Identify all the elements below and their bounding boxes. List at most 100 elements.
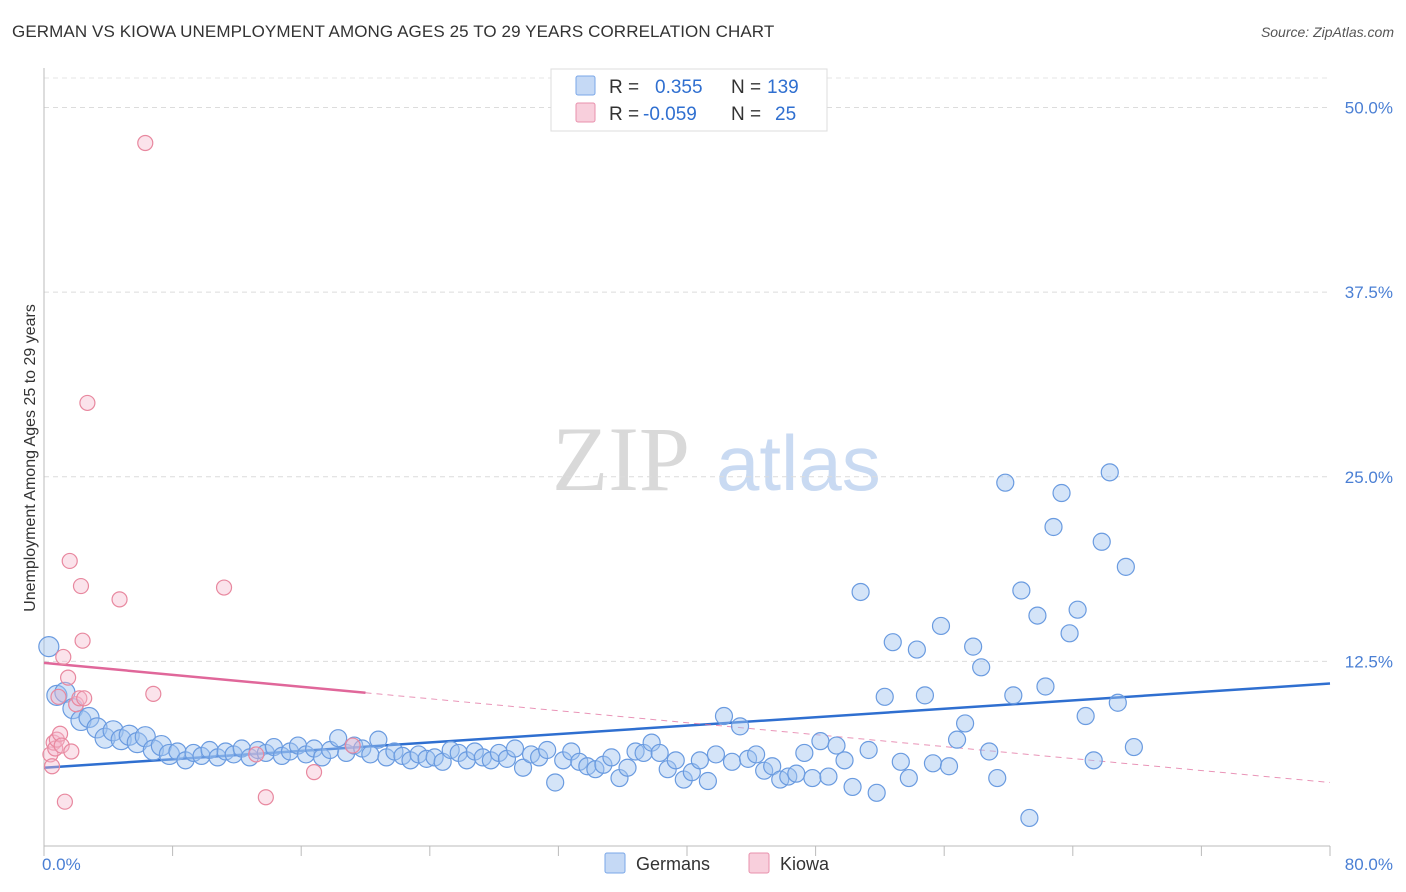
point-germans-84	[714, 706, 734, 726]
point-germans-121	[1012, 581, 1031, 600]
point-kiowa-19	[111, 591, 128, 608]
point-germans-102	[859, 740, 878, 760]
point-kiowa-18	[79, 394, 96, 412]
point-germans-94	[795, 743, 814, 763]
point-kiowa-9	[56, 793, 73, 810]
point-germans-101	[851, 582, 870, 602]
point-kiowa-7	[53, 737, 70, 754]
point-kiowa-8	[55, 648, 72, 666]
bottom-legend-germans: Germans	[636, 854, 710, 874]
point-kiowa-20	[137, 134, 154, 152]
point-kiowa-22	[215, 579, 233, 596]
point-germans-93	[787, 764, 806, 783]
y-axis-label: Unemployment Among Ages 25 to 29 years	[22, 304, 39, 612]
point-germans-105	[883, 633, 902, 652]
point-kiowa-12	[63, 743, 80, 760]
point-germans-111	[931, 616, 951, 636]
point-kiowa-15	[72, 577, 90, 595]
point-germans-129	[1076, 706, 1095, 726]
point-kiowa-16	[74, 632, 91, 649]
trend-solid-kiowa	[43, 661, 366, 695]
point-germans-95	[803, 768, 822, 788]
point-germans-10	[118, 724, 140, 746]
point-germans-124	[1036, 677, 1055, 696]
point-germans-116	[972, 658, 991, 677]
point-germans-59	[513, 758, 533, 777]
point-germans-109	[915, 686, 935, 705]
point-germans-134	[1116, 557, 1135, 576]
x-tick-label-0: 0.0%	[42, 855, 81, 874]
point-kiowa-5	[50, 688, 67, 705]
point-germans-112	[939, 757, 959, 776]
point-kiowa-6	[51, 725, 69, 742]
point-germans-131	[1092, 532, 1111, 551]
point-germans-97	[819, 767, 838, 786]
point-germans-3	[62, 698, 84, 720]
point-germans-90	[763, 757, 782, 776]
watermark-zip: ZIP	[552, 408, 690, 510]
point-kiowa-24	[257, 789, 274, 806]
point-germans-63	[546, 773, 565, 792]
point-germans-70	[602, 748, 621, 767]
point-kiowa-11	[61, 552, 78, 570]
point-germans-86	[730, 717, 750, 736]
grid-lines	[44, 77, 1330, 662]
point-germans-106	[891, 752, 910, 771]
point-germans-123	[1028, 606, 1047, 625]
axes	[43, 68, 1331, 856]
point-germans-100	[843, 777, 862, 797]
point-kiowa-23	[248, 746, 265, 763]
point-germans-7	[94, 727, 116, 749]
point-germans-0	[38, 636, 60, 658]
bottom-legend-swatch-kiowa	[748, 852, 770, 874]
trend-lines	[43, 661, 1331, 783]
point-germans-107	[899, 768, 918, 788]
point-germans-12	[134, 726, 156, 748]
point-germans-41	[369, 730, 388, 749]
point-germans-98	[827, 736, 846, 755]
point-germans-88	[747, 745, 766, 764]
point-germans-119	[996, 473, 1015, 492]
point-germans-122	[1020, 808, 1039, 828]
point-germans-96	[811, 732, 830, 751]
point-germans-104	[875, 687, 894, 706]
point-germans-126	[1052, 483, 1071, 503]
point-kiowa-25	[305, 764, 323, 781]
legend-swatch-kiowa	[575, 102, 596, 123]
point-germans-113	[947, 730, 967, 749]
y-tick-label-2: 37.5%	[1345, 283, 1393, 302]
point-kiowa-17	[76, 690, 93, 707]
point-germans-132	[1100, 463, 1119, 482]
point-germans-127	[1060, 624, 1079, 643]
point-germans-114	[955, 714, 975, 733]
point-kiowa-1	[43, 758, 61, 775]
point-germans-128	[1068, 600, 1087, 619]
point-germans-117	[980, 742, 999, 761]
trend-solid-germans	[43, 682, 1331, 769]
point-germans-81	[690, 751, 709, 770]
bottom-legend-swatch-germans	[604, 852, 626, 874]
chart-title: GERMAN VS KIOWA UNEMPLOYMENT AMONG AGES …	[12, 22, 775, 41]
point-germans-125	[1044, 517, 1063, 537]
y-tick-label-0: 12.5%	[1345, 652, 1393, 671]
point-germans-130	[1084, 751, 1103, 770]
point-germans-78	[666, 751, 685, 770]
watermark-atlas: atlas	[716, 419, 881, 507]
legend-n-value-germans: 139	[767, 77, 799, 98]
bottom-legend-kiowa: Kiowa	[780, 854, 830, 874]
legend-n-label-kiowa: N =	[731, 104, 761, 125]
correlation-legend: R = 0.355 N = 139 R = -0.059 N = 25	[550, 68, 828, 132]
legend-r-label-germans: R =	[609, 77, 639, 98]
point-germans-110	[923, 754, 943, 773]
point-germans-62	[538, 740, 557, 760]
tick-labels: 12.5% 25.0% 37.5% 50.0% 0.0% 80.0%	[42, 99, 1393, 874]
point-germans-120	[1004, 686, 1023, 705]
source-label: Source: ZipAtlas.com	[1260, 24, 1394, 40]
point-kiowa-10	[60, 669, 77, 686]
legend-n-label-germans: N =	[731, 77, 761, 98]
point-germans-83	[706, 745, 726, 764]
point-germans-99	[835, 751, 854, 770]
point-germans-118	[988, 768, 1007, 788]
point-germans-108	[907, 640, 926, 659]
